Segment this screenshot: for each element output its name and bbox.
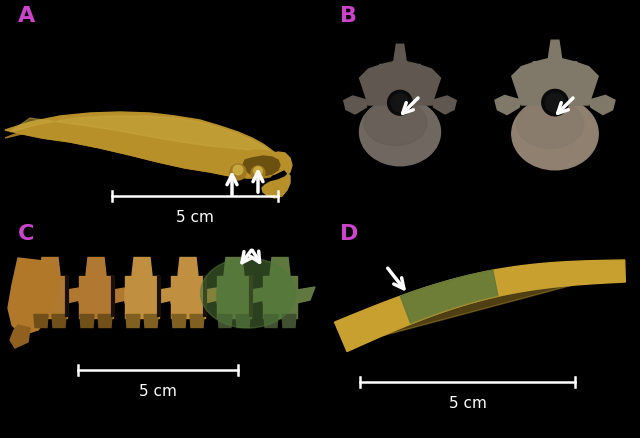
Text: 5 cm: 5 cm bbox=[449, 396, 486, 411]
Polygon shape bbox=[10, 116, 280, 160]
Polygon shape bbox=[144, 314, 158, 328]
Polygon shape bbox=[125, 287, 148, 303]
Polygon shape bbox=[52, 314, 66, 328]
Polygon shape bbox=[190, 314, 204, 328]
Text: D: D bbox=[340, 224, 358, 244]
Ellipse shape bbox=[512, 98, 598, 170]
Polygon shape bbox=[344, 96, 369, 114]
Polygon shape bbox=[5, 124, 272, 178]
Polygon shape bbox=[548, 40, 562, 64]
Circle shape bbox=[233, 165, 243, 175]
Text: 5 cm: 5 cm bbox=[139, 384, 177, 399]
Circle shape bbox=[230, 164, 246, 180]
Polygon shape bbox=[80, 314, 94, 328]
Polygon shape bbox=[34, 314, 48, 328]
Ellipse shape bbox=[545, 93, 564, 112]
Polygon shape bbox=[567, 62, 579, 71]
Polygon shape bbox=[264, 314, 278, 328]
Polygon shape bbox=[270, 258, 290, 276]
Polygon shape bbox=[86, 258, 106, 276]
Polygon shape bbox=[5, 112, 290, 178]
Polygon shape bbox=[113, 287, 131, 303]
Polygon shape bbox=[40, 258, 60, 276]
Polygon shape bbox=[8, 258, 58, 335]
Polygon shape bbox=[132, 258, 152, 276]
Polygon shape bbox=[378, 64, 388, 74]
Polygon shape bbox=[243, 156, 280, 176]
Ellipse shape bbox=[360, 98, 440, 166]
Polygon shape bbox=[205, 287, 223, 303]
Polygon shape bbox=[33, 287, 56, 303]
Polygon shape bbox=[224, 258, 244, 276]
Polygon shape bbox=[263, 276, 297, 318]
Polygon shape bbox=[218, 314, 232, 328]
Polygon shape bbox=[297, 287, 315, 303]
Polygon shape bbox=[159, 287, 177, 303]
Polygon shape bbox=[412, 64, 422, 74]
Ellipse shape bbox=[388, 90, 412, 115]
Polygon shape bbox=[495, 95, 522, 115]
Polygon shape bbox=[240, 150, 292, 198]
Polygon shape bbox=[251, 287, 269, 303]
Polygon shape bbox=[335, 260, 625, 352]
Polygon shape bbox=[79, 276, 113, 318]
Ellipse shape bbox=[542, 89, 568, 116]
Polygon shape bbox=[589, 95, 615, 115]
Text: A: A bbox=[18, 6, 35, 26]
Polygon shape bbox=[172, 314, 186, 328]
Polygon shape bbox=[217, 276, 251, 318]
Polygon shape bbox=[98, 314, 112, 328]
Polygon shape bbox=[282, 314, 296, 328]
Polygon shape bbox=[431, 96, 456, 114]
Polygon shape bbox=[512, 57, 598, 105]
Polygon shape bbox=[383, 285, 572, 336]
Polygon shape bbox=[178, 258, 198, 276]
Polygon shape bbox=[393, 44, 407, 67]
Polygon shape bbox=[400, 270, 498, 324]
Polygon shape bbox=[79, 287, 102, 303]
Ellipse shape bbox=[364, 100, 427, 145]
Polygon shape bbox=[263, 287, 286, 303]
Text: 5 cm: 5 cm bbox=[176, 210, 214, 225]
Polygon shape bbox=[217, 287, 240, 303]
Ellipse shape bbox=[391, 94, 409, 112]
Text: B: B bbox=[340, 6, 357, 26]
Polygon shape bbox=[236, 314, 250, 328]
Ellipse shape bbox=[200, 258, 296, 328]
Ellipse shape bbox=[516, 100, 584, 148]
Polygon shape bbox=[531, 62, 543, 71]
Circle shape bbox=[254, 167, 262, 175]
Polygon shape bbox=[125, 276, 159, 318]
Polygon shape bbox=[171, 276, 205, 318]
Polygon shape bbox=[33, 276, 67, 318]
Polygon shape bbox=[67, 287, 85, 303]
Text: C: C bbox=[18, 224, 35, 244]
Polygon shape bbox=[126, 314, 140, 328]
Polygon shape bbox=[360, 60, 440, 105]
Circle shape bbox=[251, 166, 265, 180]
Polygon shape bbox=[171, 287, 194, 303]
Polygon shape bbox=[10, 325, 30, 348]
